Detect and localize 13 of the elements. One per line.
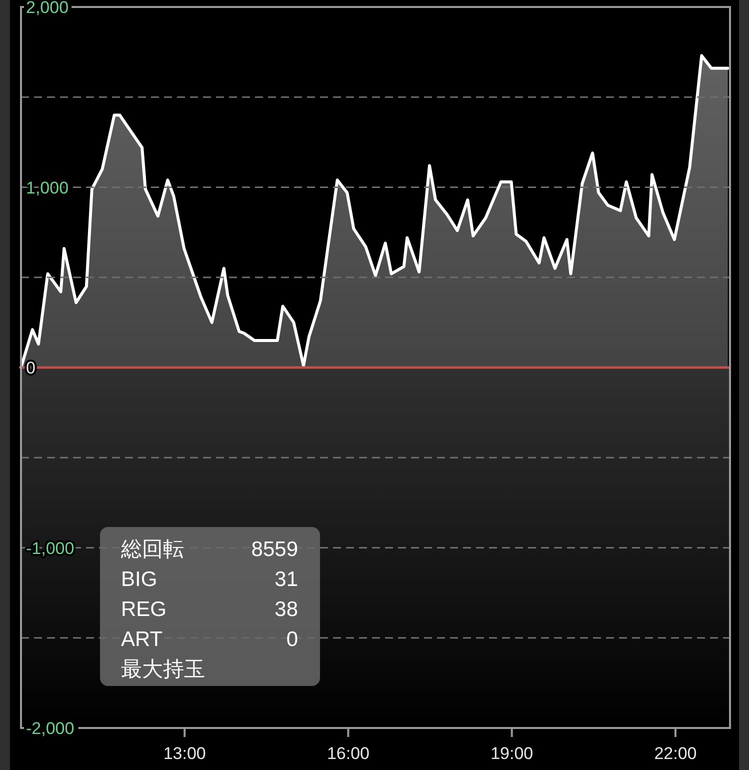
- annotation: 最大持玉: [121, 658, 205, 681]
- y-tick-label: 1,000: [26, 178, 69, 197]
- text: REG 38: [121, 598, 298, 621]
- text: BIG 31: [121, 568, 298, 591]
- x-tick-label: 13:00: [163, 744, 206, 763]
- text: 総回転 8559: [121, 538, 298, 561]
- x-tick-label: 22:00: [654, 744, 697, 763]
- y-tick-label: -1,000: [26, 538, 74, 558]
- y-tick-label: -2,000: [26, 718, 74, 738]
- y-tick-label: 2,000: [26, 0, 69, 16]
- text: ART 0: [121, 628, 298, 651]
- x-tick-label: 16:00: [326, 744, 370, 763]
- x-tick-label: 19:00: [490, 744, 534, 763]
